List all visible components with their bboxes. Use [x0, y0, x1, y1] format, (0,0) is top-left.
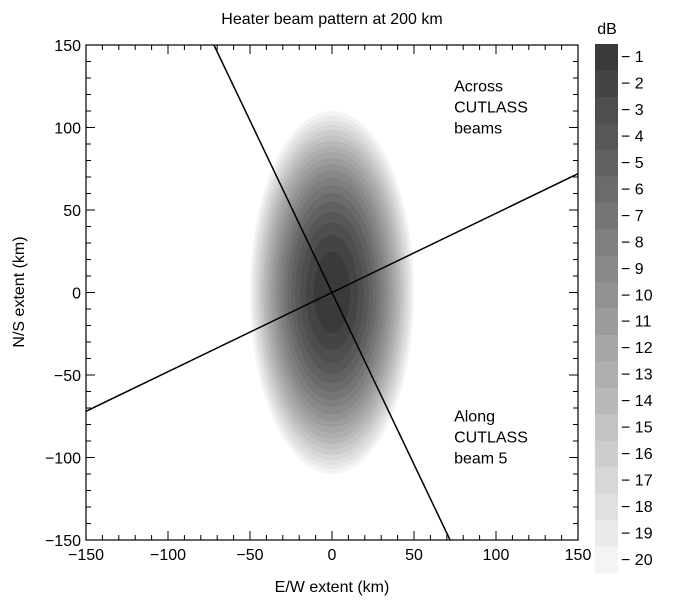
colorbar-swatch	[595, 96, 618, 124]
colorbar-swatch	[595, 467, 618, 495]
x-axis-label: E/W extent (km)	[275, 579, 390, 596]
colorbar-swatch	[595, 520, 618, 548]
colorbar-level-label: − 2	[621, 76, 644, 93]
x-tick-label: −100	[150, 547, 186, 564]
annotation-across: Across CUTLASS beams	[454, 79, 528, 138]
colorbar-level-label: − 20	[621, 552, 653, 569]
colorbar-level-label: − 6	[621, 181, 644, 198]
colorbar-level-label: − 19	[621, 525, 653, 542]
y-tick-label: 0	[72, 286, 81, 303]
colorbar-swatch	[595, 414, 618, 442]
colorbar-level-label: − 8	[621, 234, 644, 251]
colorbar-level-label: − 17	[621, 472, 653, 489]
colorbar-level-label: − 11	[621, 314, 652, 331]
colorbar-level-label: − 13	[621, 367, 653, 384]
x-tick-label: 100	[483, 547, 510, 564]
colorbar-swatch	[595, 546, 618, 574]
annotation-line: beam 5	[454, 451, 507, 468]
line-across	[85, 173, 579, 412]
colorbar-level-label: − 3	[621, 102, 644, 119]
colorbar-swatch	[595, 176, 618, 204]
colorbar-swatch	[595, 308, 618, 336]
y-tick-labels: −150 −100 −50 0 50 100 150	[45, 38, 81, 550]
colorbar-unit-label: dB	[597, 21, 617, 38]
colorbar-swatch	[595, 282, 618, 309]
y-tick-label: −100	[45, 451, 81, 468]
colorbar-level-label: − 7	[621, 208, 644, 225]
annotation-line: CUTLASS	[454, 430, 528, 447]
y-tick-label: 100	[54, 121, 81, 138]
colorbar-swatch	[595, 44, 618, 71]
colorbar-level-label: − 9	[621, 261, 644, 278]
x-tick-label: −150	[68, 547, 104, 564]
x-tick-label: −50	[236, 547, 263, 564]
colorbar-swatch	[595, 387, 618, 415]
annotation-line: Across	[454, 79, 503, 96]
axis-ticks	[85, 44, 579, 541]
chart-title: Heater beam pattern at 200 km	[221, 11, 442, 28]
x-tick-label: 150	[565, 547, 592, 564]
colorbar-level-label: − 15	[621, 420, 653, 437]
y-tick-label: −50	[54, 368, 81, 385]
colorbar-level-label: − 1	[621, 49, 644, 66]
colorbar-level-label: − 10	[621, 287, 653, 304]
y-axis-label: N/S extent (km)	[11, 236, 28, 347]
colorbar-level-label: − 14	[621, 393, 653, 410]
colorbar-level-label: − 12	[621, 340, 653, 357]
colorbar-swatch	[595, 361, 618, 389]
y-tick-label: 50	[63, 203, 81, 220]
colorbar-level-labels: − 1 − 2 − 3 − 4 − 5 − 6 − 7 − 8 − 9 − 10 − 11 − 12 −…	[621, 49, 653, 569]
colorbar-swatch	[595, 229, 618, 257]
y-tick-label: −150	[45, 533, 81, 550]
x-tick-label: 50	[405, 547, 423, 564]
colorbar-swatch	[595, 493, 618, 521]
annotation-line: CUTLASS	[454, 100, 528, 117]
annotation-line: beams	[454, 121, 502, 138]
colorbar-swatch	[595, 123, 618, 151]
colorbar-level-label: − 5	[621, 155, 644, 172]
y-tick-label: 150	[54, 38, 81, 55]
colorbar-swatches	[595, 44, 618, 574]
colorbar-swatch	[595, 255, 618, 283]
colorbar-swatch	[595, 202, 618, 230]
colorbar-level-label: − 16	[621, 446, 653, 463]
cutlass-beam-lines	[85, 44, 579, 541]
annotation-line: Along	[454, 409, 495, 426]
x-tick-label: 0	[328, 547, 337, 564]
colorbar: dB − 1− 2− 3− 4− 5− 6− 7− 8− 9− 10− 11− …	[595, 21, 653, 574]
colorbar-swatch	[595, 149, 618, 177]
annotation-along: Along CUTLASS beam 5	[454, 409, 528, 468]
colorbar-level-label: − 4	[621, 129, 644, 146]
colorbar-swatch	[595, 440, 618, 468]
annotations: Across CUTLASS beams Along CUTLASS beam 5	[454, 79, 528, 468]
colorbar-level-label: − 18	[621, 499, 653, 516]
colorbar-swatch	[595, 70, 618, 98]
x-tick-labels: −150 −100 −50 0 50 100 150	[68, 547, 591, 564]
colorbar-swatch	[595, 334, 618, 362]
